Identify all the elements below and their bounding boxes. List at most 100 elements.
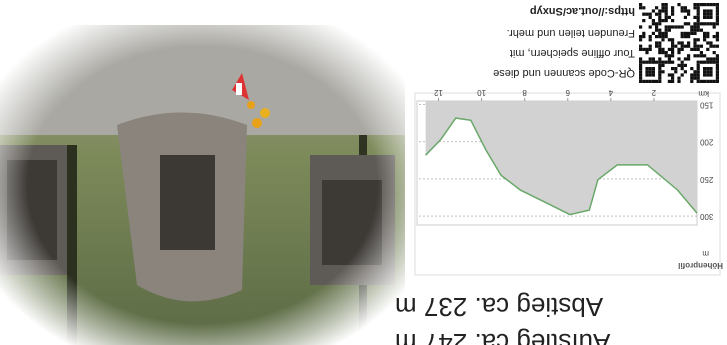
y-tick-label: 300 bbox=[699, 212, 713, 221]
qr-module bbox=[671, 76, 675, 80]
qr-module bbox=[674, 70, 678, 74]
qr-module bbox=[645, 51, 649, 55]
qr-module bbox=[639, 79, 643, 83]
qr-module bbox=[648, 25, 652, 29]
qr-module bbox=[667, 15, 671, 19]
qr-module bbox=[664, 9, 668, 13]
qr-module bbox=[667, 60, 671, 64]
qr-module bbox=[693, 28, 697, 32]
qr-module bbox=[680, 9, 684, 13]
qr-module bbox=[671, 38, 675, 42]
qr-module bbox=[658, 57, 662, 61]
qr-module bbox=[680, 44, 684, 48]
qr-code bbox=[639, 3, 719, 83]
qr-module bbox=[683, 35, 687, 39]
qr-module bbox=[658, 22, 662, 26]
qr-module bbox=[674, 67, 678, 71]
qr-module bbox=[693, 15, 697, 19]
qr-module bbox=[658, 41, 662, 45]
qr-module bbox=[658, 44, 662, 48]
qr-module bbox=[687, 41, 691, 45]
qr-module bbox=[648, 73, 652, 77]
qr-module bbox=[655, 35, 659, 39]
qr-module bbox=[661, 63, 665, 67]
qr-module bbox=[703, 31, 707, 35]
qr-module bbox=[712, 22, 716, 26]
qr-module bbox=[709, 12, 713, 16]
qr-module bbox=[667, 47, 671, 51]
qr-module bbox=[642, 79, 646, 83]
qr-module bbox=[693, 38, 697, 42]
qr-module bbox=[696, 76, 700, 80]
qr-module bbox=[664, 25, 668, 29]
qr-module bbox=[658, 63, 662, 67]
qr-module bbox=[709, 73, 713, 77]
qr-module bbox=[661, 31, 665, 35]
qr-module bbox=[687, 35, 691, 39]
qr-text: Freunden teilen und mehr. bbox=[507, 27, 635, 39]
qr-module bbox=[706, 3, 710, 7]
qr-module bbox=[683, 31, 687, 35]
qr-module bbox=[696, 38, 700, 42]
qr-module bbox=[664, 6, 668, 10]
qr-module bbox=[661, 38, 665, 42]
qr-module bbox=[651, 60, 655, 64]
qr-module bbox=[683, 70, 687, 74]
qr-module bbox=[706, 9, 710, 13]
qr-module bbox=[687, 22, 691, 26]
qr-module bbox=[706, 15, 710, 19]
qr-module bbox=[655, 44, 659, 48]
qr-module bbox=[651, 19, 655, 23]
qr-module bbox=[642, 47, 646, 51]
qr-module bbox=[655, 28, 659, 32]
qr-module bbox=[696, 70, 700, 74]
qr-module bbox=[715, 12, 719, 16]
qr-module bbox=[642, 6, 646, 10]
qr-module bbox=[664, 54, 668, 58]
qr-module bbox=[706, 79, 710, 83]
qr-module bbox=[715, 6, 719, 10]
qr-module bbox=[696, 67, 700, 71]
qr-module bbox=[680, 31, 684, 35]
qr-module bbox=[671, 9, 675, 13]
qr-module bbox=[639, 73, 643, 77]
qr-module bbox=[715, 9, 719, 13]
qr-module bbox=[696, 54, 700, 58]
qr-module bbox=[703, 38, 707, 42]
qr-module bbox=[671, 12, 675, 16]
qr-module bbox=[667, 79, 671, 83]
qr-module bbox=[683, 15, 687, 19]
qr-module bbox=[651, 67, 655, 71]
qr-module bbox=[696, 79, 700, 83]
qr-module bbox=[671, 25, 675, 29]
qr-module bbox=[715, 76, 719, 80]
x-tick-label: 12 bbox=[434, 88, 443, 97]
qr-module bbox=[696, 47, 700, 51]
qr-module bbox=[687, 31, 691, 35]
qr-module bbox=[709, 70, 713, 74]
qr-module bbox=[655, 41, 659, 45]
qr-text: QR-Code scannen und diese bbox=[493, 67, 635, 79]
qr-module bbox=[658, 60, 662, 64]
y-axis-label: m bbox=[702, 249, 709, 258]
qr-module bbox=[648, 12, 652, 16]
qr-module bbox=[648, 67, 652, 71]
qr-module bbox=[639, 38, 643, 42]
qr-module bbox=[703, 9, 707, 13]
qr-module bbox=[693, 70, 697, 74]
qr-module bbox=[696, 9, 700, 13]
qr-module bbox=[699, 22, 703, 26]
qr-module bbox=[651, 31, 655, 35]
qr-module bbox=[703, 15, 707, 19]
qr-module bbox=[655, 22, 659, 26]
qr-module bbox=[709, 3, 713, 7]
qr-module bbox=[671, 41, 675, 45]
qr-module bbox=[703, 35, 707, 39]
x-tick-label: 6 bbox=[565, 88, 570, 97]
qr-module bbox=[696, 3, 700, 7]
qr-module bbox=[645, 67, 649, 71]
qr-module bbox=[690, 67, 694, 71]
qr-module bbox=[690, 76, 694, 80]
qr-module bbox=[712, 44, 716, 48]
